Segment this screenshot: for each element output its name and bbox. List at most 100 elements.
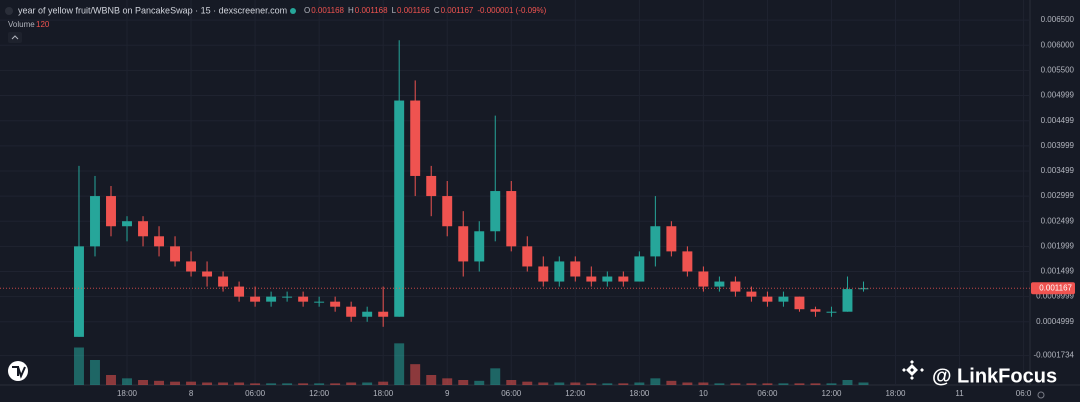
candle-body	[634, 256, 645, 282]
ohlc-value: 0.001166	[397, 6, 430, 15]
volume-bar	[538, 382, 549, 385]
volume-bar	[618, 383, 629, 385]
volume-bar	[106, 375, 116, 385]
x-tick-label: 06:00	[757, 389, 778, 398]
collapse-button[interactable]	[8, 32, 22, 43]
volume-bar	[586, 383, 597, 385]
candle-body	[794, 296, 805, 310]
candle-body	[234, 286, 245, 297]
volume-bar	[90, 360, 100, 385]
last-price-label: 0.001167	[1039, 283, 1072, 292]
volume-bar	[394, 343, 405, 385]
candle-body	[394, 100, 405, 317]
volume-bar	[426, 375, 437, 385]
candle-body	[138, 221, 148, 237]
ohlc-header: O 0.001168 H 0.001168 L 0.001166 C 0.001167 -0.0…	[304, 6, 547, 15]
candle-body	[698, 271, 709, 287]
candle-body	[90, 196, 100, 247]
candle-body	[298, 296, 309, 302]
candle-body	[106, 196, 116, 227]
volume-bar	[122, 378, 132, 385]
plot	[0, 40, 1030, 385]
axes: 0.006500 0.006000 0.005500 0.004999 0.004499…	[117, 15, 1075, 398]
volume-bar	[186, 381, 197, 385]
x-tick-label: 06:0	[1016, 389, 1032, 398]
volume-bar	[698, 382, 709, 385]
ohlc-value: 0.001167	[441, 6, 474, 15]
volume-bar	[650, 378, 661, 385]
y-tick-label: 0.005500	[1041, 65, 1075, 74]
volume-bar	[330, 383, 341, 385]
candle-body	[570, 261, 581, 277]
candle-body	[266, 296, 277, 302]
y-tick-label: 0.006000	[1041, 40, 1075, 49]
candle-body	[826, 311, 837, 313]
candle-body	[730, 281, 741, 292]
tv-logo-mark	[12, 366, 26, 379]
volume-bar	[810, 383, 821, 385]
candle-body	[170, 246, 181, 262]
y-tick-label: 0.004999	[1041, 91, 1075, 100]
watermark-icon	[902, 360, 924, 380]
candle-body	[362, 311, 373, 317]
volume-bar	[858, 382, 869, 385]
volume-bar	[298, 383, 309, 385]
y-tick-label: 0.0004999	[1036, 317, 1074, 326]
candle-body	[250, 296, 261, 302]
y-tick-label: 0.002499	[1041, 216, 1075, 225]
volume-bar	[794, 383, 805, 385]
candle-body	[218, 276, 229, 287]
candle-body	[378, 311, 389, 317]
candle-body	[458, 226, 469, 262]
candle-body	[842, 289, 853, 312]
volume-bar	[362, 382, 373, 385]
watermark: @ LinkFocus	[902, 360, 1057, 387]
x-tick-label: 10	[699, 389, 708, 398]
watermark-text: @ LinkFocus	[932, 365, 1057, 387]
volume-bar	[602, 383, 613, 385]
volume-bar	[778, 383, 789, 385]
y-tick-label: 0.0009999	[1036, 292, 1074, 301]
volume-label: Volume	[8, 20, 35, 29]
candle-body	[762, 296, 773, 302]
volume-bar	[282, 383, 293, 385]
ohlc-value: 0.001168	[355, 6, 388, 15]
candle-body	[186, 261, 197, 272]
candle-body	[618, 276, 629, 282]
volume-bar	[458, 380, 469, 385]
candle-body	[538, 266, 549, 282]
candle-body	[810, 309, 821, 312]
volume-bar	[218, 382, 229, 385]
candle-body	[426, 175, 437, 197]
volume-bar	[506, 380, 517, 385]
candle-body	[490, 191, 501, 232]
x-tick-label: 06:00	[245, 389, 266, 398]
volume-bar	[314, 383, 325, 385]
y-tick-label: 0.002999	[1041, 191, 1075, 200]
volume-bar	[634, 382, 645, 385]
volume-bar	[762, 383, 773, 385]
candle-body	[650, 226, 661, 257]
x-tick-label: 11	[955, 389, 964, 398]
candle-body	[858, 288, 869, 290]
volume-bar	[522, 381, 533, 385]
status-dot	[290, 8, 296, 14]
x-tick-label: 12:00	[309, 389, 330, 398]
candle-body	[714, 281, 725, 287]
volume-bar	[250, 383, 261, 385]
volume-value: 120	[36, 20, 50, 29]
volume-bar	[442, 378, 453, 385]
collapse-icon	[11, 35, 19, 40]
y-tick-label: 0.001999	[1041, 242, 1075, 251]
candle-body	[346, 306, 357, 317]
volume-bar	[202, 382, 213, 385]
candle-body	[506, 191, 517, 247]
settings-icon[interactable]	[1037, 391, 1045, 399]
volume-bar	[826, 383, 837, 385]
candle-body	[746, 291, 757, 297]
volume-bar	[554, 382, 565, 385]
volume-bar	[170, 381, 181, 385]
candle-body	[74, 246, 84, 337]
